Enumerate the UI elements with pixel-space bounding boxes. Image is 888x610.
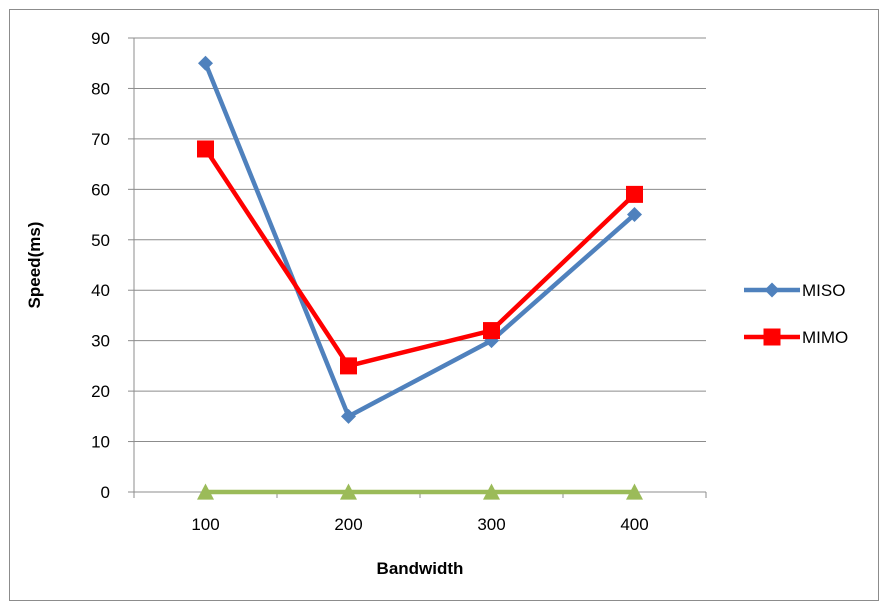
y-tick-label: 80 [91,79,110,98]
series-line [203,62,636,419]
y-tick-label: 10 [91,433,110,452]
y-tick-label: 0 [101,483,110,502]
data-point [340,357,357,375]
data-point [341,408,356,424]
x-tick-label: 100 [191,515,219,534]
legend-marker [764,282,780,298]
series-miso [198,55,642,424]
x-tick-label: 200 [334,515,362,534]
x-tick-label: 400 [620,515,648,534]
data-point [483,322,500,340]
legend: MISO MIMO [744,281,848,347]
data-point [626,185,643,203]
data-point [197,140,214,158]
y-tick-label: 70 [91,130,110,149]
axes: 0 10 20 30 40 50 60 70 80 90 100 200 300 400 [91,29,707,534]
legend-label: MIMO [802,328,848,347]
y-tick-label: 40 [91,281,110,300]
x-tick-label: 300 [477,515,505,534]
data-point [340,483,357,500]
legend-item-mimo: MIMO [744,328,848,347]
x-axis-title: Bandwidth [377,559,464,578]
gridlines [134,37,706,443]
data-point [626,483,643,500]
y-tick-label: 60 [91,180,110,199]
y-tick-label: 50 [91,231,110,250]
legend-label: MISO [802,281,845,300]
series-series-3 [197,483,643,500]
data-point [198,55,213,71]
legend-item-miso: MISO [744,281,845,300]
data-point [483,483,500,500]
y-axis-title: Speed(ms) [25,222,44,309]
chart-frame [9,9,879,601]
legend-marker [763,328,781,346]
y-tick-label: 90 [91,29,110,48]
series-mimo [197,140,643,375]
data-point [197,483,214,500]
data-point [627,207,642,223]
y-tick-label: 20 [91,382,110,401]
series [197,55,643,500]
series-line [203,147,637,369]
y-tick-label: 30 [91,332,110,351]
